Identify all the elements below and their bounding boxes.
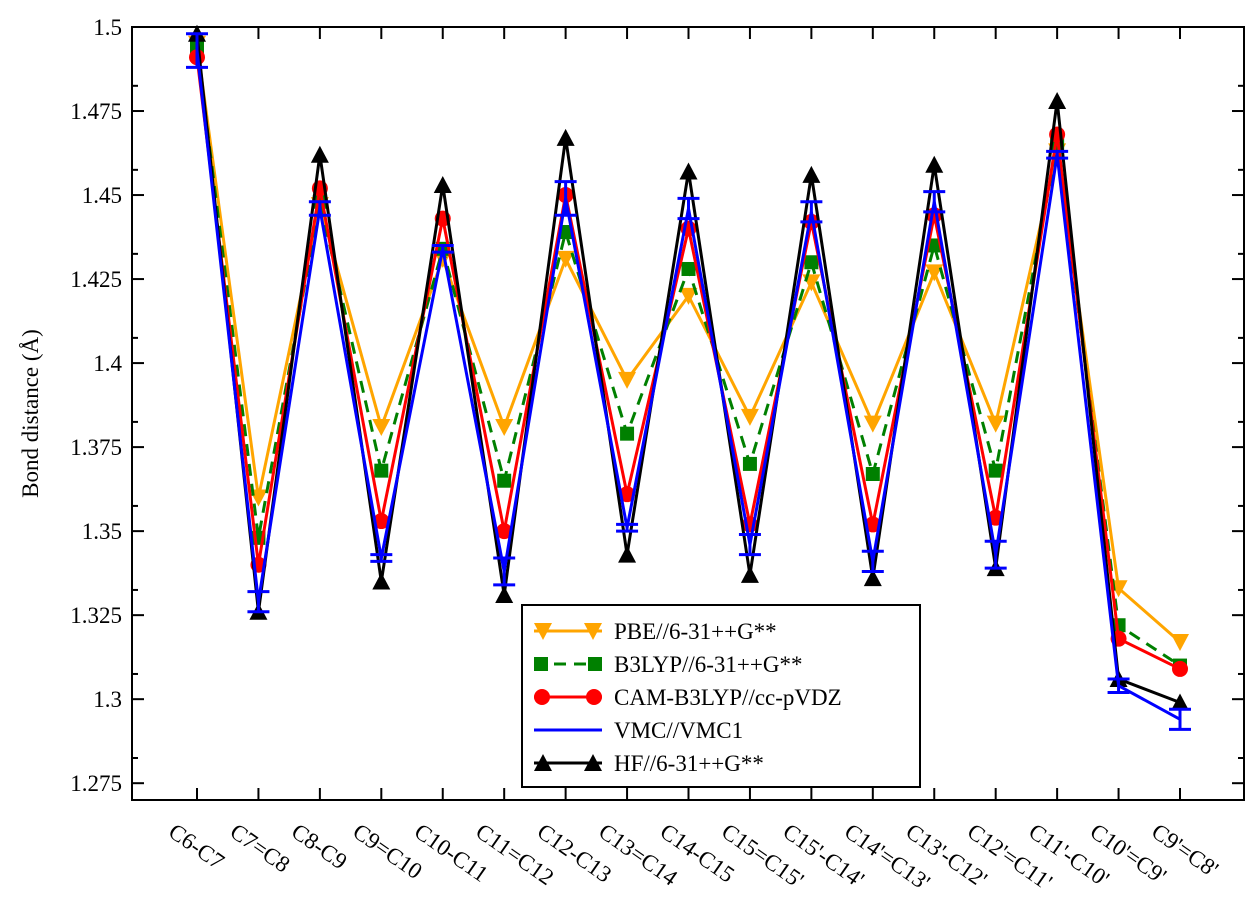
data-point-errorbar xyxy=(616,522,639,533)
series-vmc-vmc1 xyxy=(186,32,1191,731)
data-point-errorbar xyxy=(677,196,700,221)
data-point-triangle-down xyxy=(372,418,391,436)
data-point-triangle-down xyxy=(740,408,759,426)
data-point-errorbar xyxy=(800,200,823,224)
data-point-errorbar xyxy=(1107,677,1130,694)
y-tick-label: 1.425 xyxy=(70,267,122,292)
x-tick-label: C8-C9 xyxy=(287,819,352,875)
data-point-circle xyxy=(1172,660,1188,677)
legend-label: B3LYP//6-31++G** xyxy=(614,652,802,677)
data-point-triangle-up xyxy=(618,545,637,563)
data-point-errorbar xyxy=(186,32,208,69)
y-axis: 1.275 1.3 1.325 1.35 1.375 1.4 1.425 1.45 1.475 1… xyxy=(70,15,1244,796)
data-point-triangle-down xyxy=(556,250,575,268)
data-point-errorbar xyxy=(554,180,577,217)
x-tick-label: C6-C7 xyxy=(164,819,229,875)
data-point-triangle-up xyxy=(863,569,882,587)
legend-marker xyxy=(586,689,602,705)
data-point-triangle-down xyxy=(1171,634,1189,652)
data-point-circle xyxy=(496,523,513,540)
data-point-triangle-up xyxy=(495,585,514,603)
data-point-square xyxy=(681,261,696,276)
legend-marker xyxy=(534,657,548,671)
data-point-circle xyxy=(864,516,881,533)
legend-marker xyxy=(584,623,602,640)
data-point-triangle-up xyxy=(1171,693,1189,711)
data-point-errorbar xyxy=(1046,149,1069,160)
data-point-triangle-up xyxy=(679,162,698,180)
legend-entry: B3LYP//6-31++G** xyxy=(534,652,802,677)
y-tick-label: 1.275 xyxy=(70,771,122,796)
data-point-square xyxy=(927,238,942,253)
data-point-triangle-down xyxy=(863,415,882,433)
legend-marker xyxy=(534,623,552,640)
data-point-errorbar xyxy=(984,539,1007,570)
y-tick-label: 1.375 xyxy=(70,435,122,460)
data-point-square xyxy=(374,463,389,478)
data-point-triangle-down xyxy=(679,287,698,305)
y-axis-title: Bond distance (Å) xyxy=(18,329,43,498)
data-point-triangle-up xyxy=(1048,91,1067,109)
data-point-triangle-up xyxy=(802,165,821,183)
data-point-errorbar xyxy=(861,549,884,573)
data-point-circle xyxy=(373,513,390,530)
series-cam-b3lyp-cc-pvdz xyxy=(189,49,1188,677)
data-point-square xyxy=(742,456,757,471)
data-point-square xyxy=(497,473,512,488)
data-point-errorbar xyxy=(923,190,946,214)
y-tick-label: 1.475 xyxy=(70,99,122,124)
legend-label: CAM-B3LYP//cc-pVDZ xyxy=(614,685,842,710)
y-tick-label: 1.35 xyxy=(82,519,122,544)
series-line xyxy=(195,57,1181,671)
x-tick-label: C7=C8 xyxy=(226,819,295,878)
legend: PBE//6-31++G** B3LYP//6-31++G** CAM-B3LYP/… xyxy=(521,604,921,788)
data-point-triangle-up xyxy=(433,175,452,193)
legend-label: VMC//VMC1 xyxy=(614,718,743,743)
data-point-triangle-down xyxy=(495,418,514,436)
y-tick-label: 1.3 xyxy=(93,687,122,712)
legend-marker xyxy=(534,754,552,771)
data-point-errorbar xyxy=(493,556,516,587)
data-point-square xyxy=(804,255,819,270)
legend-entry: CAM-B3LYP//cc-pVDZ xyxy=(534,685,842,710)
series-line xyxy=(195,33,1181,704)
data-point-square xyxy=(988,463,1003,478)
data-point-triangle-up xyxy=(556,128,575,146)
data-point-triangle-down xyxy=(618,371,637,389)
y-tick-label: 1.45 xyxy=(82,183,122,208)
data-point-square xyxy=(865,466,880,481)
data-point-errorbar xyxy=(247,590,270,614)
legend-entry: VMC//VMC1 xyxy=(534,718,743,743)
legend-marker xyxy=(584,754,602,771)
legend-marker xyxy=(588,657,602,671)
data-point-square xyxy=(620,426,635,441)
y-tick-label: 1.4 xyxy=(93,351,122,376)
series-b3lyp-6-31-g- xyxy=(190,40,1187,673)
series-layer xyxy=(186,24,1191,731)
data-point-errorbar xyxy=(431,243,454,254)
legend-label: HF//6-31++G** xyxy=(614,751,764,776)
y-tick-label: 1.5 xyxy=(93,15,122,40)
legend-marker xyxy=(534,689,550,705)
data-point-triangle-up xyxy=(372,572,391,590)
data-point-errorbar xyxy=(308,200,331,217)
data-point-errorbar xyxy=(738,532,761,557)
data-point-errorbar xyxy=(1169,707,1191,731)
data-point-triangle-up xyxy=(310,145,329,163)
x-tick-label: C9=C10 xyxy=(348,819,426,884)
data-point-triangle-down xyxy=(925,264,944,282)
y-tick-label: 1.325 xyxy=(70,603,122,628)
data-point-triangle-up xyxy=(740,565,759,583)
series-pbe-6-31-g- xyxy=(188,35,1189,652)
data-point-errorbar xyxy=(370,553,393,563)
legend-entry: HF//6-31++G** xyxy=(534,751,764,776)
data-point-triangle-down xyxy=(986,415,1005,433)
data-point-triangle-up xyxy=(925,155,944,173)
legend-label: PBE//6-31++G** xyxy=(614,619,777,644)
legend-entry: PBE//6-31++G** xyxy=(534,619,777,644)
